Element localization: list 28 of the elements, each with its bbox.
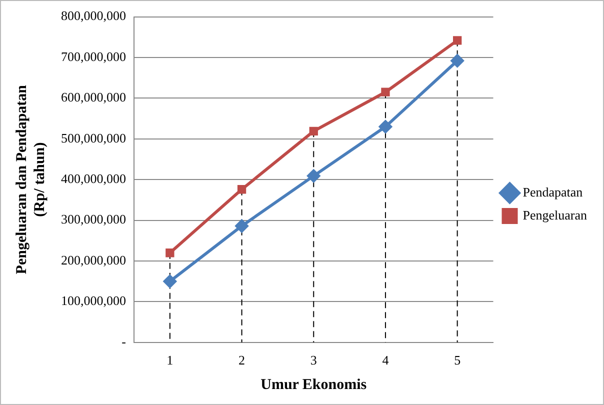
- point: [450, 54, 464, 68]
- y-tick-label: 600,000,000: [61, 90, 126, 105]
- x-tick-label: 4: [382, 352, 390, 368]
- point: [237, 185, 246, 194]
- x-tick-label: 3: [310, 352, 317, 368]
- point: [381, 88, 390, 96]
- legend-label: Pengeluaran: [522, 207, 588, 222]
- point: [163, 274, 176, 288]
- y-tick-label: 200,000,000: [61, 252, 126, 268]
- x-tick-label: 2: [238, 352, 246, 368]
- point: [166, 248, 174, 258]
- point: [378, 120, 392, 134]
- x-tick-label: 1: [166, 352, 174, 368]
- y-tick-label: 500,000,000: [61, 130, 126, 146]
- point: [309, 126, 318, 136]
- y-tick-label: 800,000,000: [61, 8, 126, 24]
- y-tick-label: 300,000,000: [61, 212, 126, 227]
- point: [235, 220, 248, 232]
- point: [452, 36, 462, 45]
- y-axis-title: Pengeluaran dan Pendapatan (Rp/ tahun): [14, 84, 48, 274]
- y-tick-label: 100,000,000: [61, 293, 126, 308]
- y-tick-label: 400,000,000: [61, 171, 126, 186]
- x-tick-label: 5: [454, 352, 461, 368]
- y-tick-label: -: [122, 334, 126, 349]
- y-tick-label: 700,000,000: [61, 48, 126, 64]
- legend-label: Pendapatan: [522, 184, 584, 200]
- x-axis-title: Umur Ekonomis: [260, 376, 367, 393]
- point: [307, 169, 320, 182]
